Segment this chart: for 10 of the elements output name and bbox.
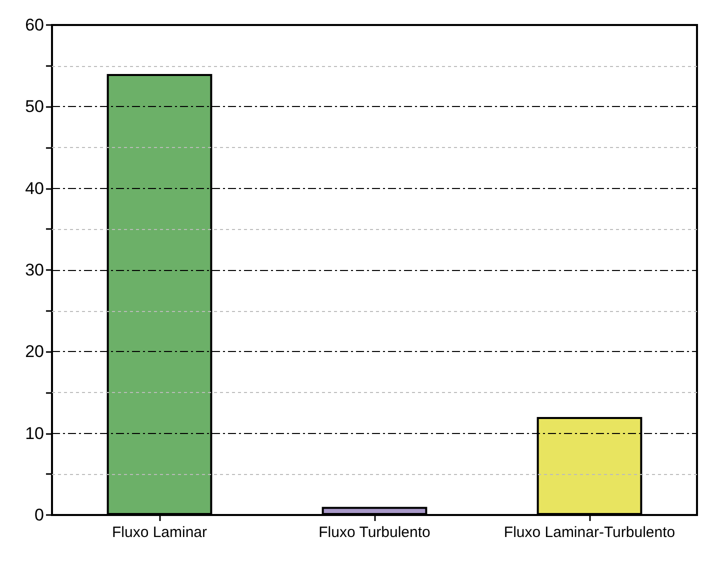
y-tick-label: 60 (25, 16, 44, 34)
y-tick-label: 50 (25, 97, 44, 116)
x-tick-label: Fluxo Turbulento (318, 524, 430, 541)
y-tick-label: 40 (25, 178, 44, 198)
y-tick-label: 30 (25, 260, 44, 280)
x-tick-label: Fluxo Laminar-Turbulento (504, 524, 676, 541)
x-tick-label: Fluxo Laminar (112, 524, 208, 541)
y-tick-label: 20 (25, 342, 44, 362)
y-tick-label: 10 (25, 424, 44, 443)
y-tick-label: 0 (34, 506, 44, 524)
